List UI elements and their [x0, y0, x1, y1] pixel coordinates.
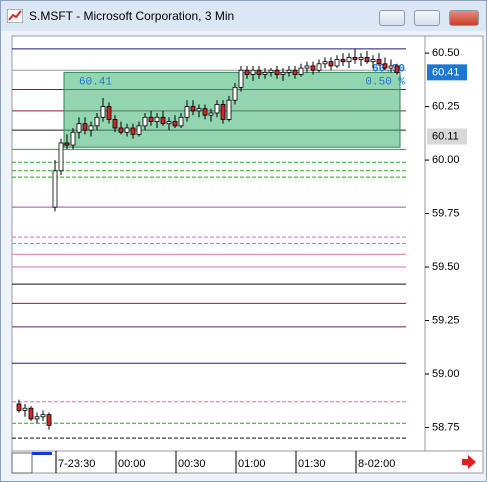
candle-body	[106, 106, 112, 120]
candle-body	[154, 116, 160, 122]
candle-body	[226, 99, 232, 120]
y-tick-label: 59.75	[432, 207, 460, 219]
candle-body	[58, 142, 64, 172]
candle-body	[238, 69, 244, 88]
candle-body	[130, 127, 136, 135]
app-icon	[7, 9, 23, 23]
candle-body	[64, 142, 70, 146]
candle-body	[328, 61, 334, 67]
candle-body	[244, 69, 250, 75]
candle-body	[364, 56, 370, 63]
candle-body	[172, 121, 178, 127]
candle-body	[22, 407, 28, 411]
candle-body	[232, 86, 238, 101]
candle-body	[268, 69, 274, 73]
candle-body	[334, 59, 340, 67]
candle-body	[100, 106, 106, 118]
candle-body	[142, 116, 148, 127]
title-bar: S.MSFT - Microsoft Corporation, 3 Min	[1, 1, 486, 31]
price-marker-label: 60.11	[432, 130, 459, 142]
candle-body	[280, 71, 286, 75]
x-tick-label: 00:30	[178, 458, 206, 470]
scroll-box	[11, 452, 33, 474]
candle-body	[28, 407, 34, 420]
candle-body	[184, 106, 190, 118]
window-title: S.MSFT - Microsoft Corporation, 3 Min	[29, 9, 235, 23]
maximize-button[interactable]	[414, 10, 440, 26]
candle-body	[394, 65, 400, 73]
price-marker	[427, 64, 467, 81]
candle-body	[160, 116, 166, 125]
candle-body	[214, 104, 220, 114]
box-label: 0.50 %	[365, 76, 405, 88]
candle-body	[358, 56, 364, 60]
candle-body	[370, 59, 376, 63]
candle-body	[178, 116, 184, 127]
candle-body	[88, 125, 94, 131]
candle-body	[292, 69, 298, 75]
candle-body	[274, 69, 280, 75]
price-marker-label: 60.41	[432, 66, 460, 78]
candle-body	[118, 127, 124, 133]
x-tick-label: 8-02:00	[358, 458, 395, 470]
candle-body	[40, 414, 46, 418]
candle-body	[382, 63, 388, 69]
candle-body	[388, 65, 394, 69]
candle-body	[310, 65, 316, 71]
candle-body	[304, 65, 310, 69]
candle-body	[94, 116, 100, 127]
x-tick-label: 01:00	[238, 458, 266, 470]
box-label: 60.41	[79, 76, 112, 88]
candle-body	[124, 127, 130, 133]
price-marker	[427, 128, 467, 145]
range-box	[63, 71, 401, 148]
candle-body	[46, 414, 52, 426]
candle-body	[16, 403, 22, 411]
candle-body	[52, 170, 58, 208]
x-tick-label: 01:30	[298, 458, 326, 470]
candle-body	[262, 71, 268, 75]
candle-body	[70, 131, 76, 146]
y-tick-label: 60.25	[432, 100, 460, 112]
candle-body	[136, 125, 142, 135]
candle-body	[322, 61, 328, 65]
candle-body	[196, 108, 202, 112]
y-tick-label: 58.75	[432, 421, 460, 433]
close-button[interactable]	[449, 10, 479, 26]
chart: 60.41 60.300.50 % 60.50 60.25 60.00 59.75 59.5…	[11, 35, 484, 474]
box-label: 60.30	[372, 63, 405, 75]
candle-body	[76, 123, 82, 133]
candle-body	[298, 67, 304, 75]
candle-body	[34, 416, 40, 420]
y-tick-label: 60.00	[432, 154, 460, 166]
candle-body	[340, 59, 346, 63]
candle-body	[286, 69, 292, 73]
scroll-bar	[32, 452, 52, 455]
y-tick-label: 59.25	[432, 314, 460, 326]
candle-body	[202, 108, 208, 116]
candle-body	[256, 69, 262, 75]
candle-body	[220, 104, 226, 120]
candle-body	[166, 121, 172, 125]
x-tick-label: 00:00	[118, 458, 146, 470]
candle-body	[376, 59, 382, 65]
candle-body	[250, 69, 256, 75]
scroll-arrow	[462, 455, 476, 469]
x-tick-label: 7-23:30	[58, 458, 95, 470]
candle-body	[352, 56, 358, 60]
candle-body	[82, 123, 88, 131]
candle-body	[208, 112, 214, 116]
y-tick-label: 59.00	[432, 368, 460, 380]
y-tick-label: 60.50	[432, 47, 460, 59]
minimize-button[interactable]	[379, 10, 405, 26]
candle-body	[190, 106, 196, 112]
candle-body	[148, 116, 154, 122]
candle-body	[112, 119, 118, 129]
candle-body	[346, 56, 352, 63]
axis-area	[424, 35, 484, 452]
candle-body	[316, 63, 322, 71]
y-tick-label: 59.50	[432, 261, 460, 273]
